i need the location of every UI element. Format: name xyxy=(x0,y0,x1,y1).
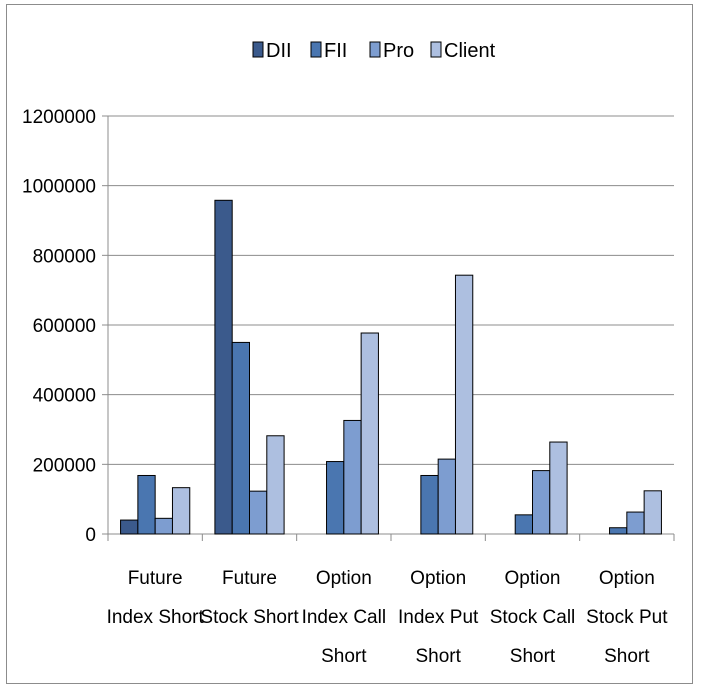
y-tick-label: 200000 xyxy=(33,455,96,476)
category-label: Short xyxy=(415,646,461,667)
y-tick-label: 1200000 xyxy=(22,107,96,128)
bar-fii xyxy=(231,341,250,535)
category-label: Index Short xyxy=(107,607,205,628)
bar-fii xyxy=(137,474,156,535)
legend-swatch-dii xyxy=(252,41,264,58)
bar-pro xyxy=(626,511,645,535)
bar-pro xyxy=(154,517,173,535)
bar-fii xyxy=(326,461,345,535)
category-label: Future xyxy=(128,568,183,589)
bar-client xyxy=(171,487,191,535)
category-label: Stock Short xyxy=(200,607,299,628)
bar-fii xyxy=(609,527,628,535)
bar-client xyxy=(549,441,568,535)
bar-client xyxy=(266,435,285,535)
category-label: Short xyxy=(510,646,556,667)
legend-swatch-pro xyxy=(369,41,381,58)
category-label: Option xyxy=(410,568,466,589)
legend-swatch-fii xyxy=(310,41,322,58)
bar-pro xyxy=(437,458,456,535)
y-tick-label: 800000 xyxy=(33,246,96,267)
legend-label-pro: Pro xyxy=(383,40,414,62)
chart-frame xyxy=(6,4,693,684)
bar-dii xyxy=(120,519,139,535)
category-label: Option xyxy=(505,568,561,589)
bar-fii xyxy=(514,514,534,535)
bar-client xyxy=(360,332,379,535)
category-label: Short xyxy=(321,646,367,667)
y-tick-label: 400000 xyxy=(33,386,96,407)
category-label: Option xyxy=(599,568,655,589)
bar-pro xyxy=(249,490,268,535)
bar-client xyxy=(454,274,474,535)
category-label: Index Put xyxy=(398,607,479,628)
category-label: Stock Call xyxy=(490,607,576,628)
legend-label-dii: DII xyxy=(266,40,292,62)
legend-label-client: Client xyxy=(444,40,496,62)
category-label: Index Call xyxy=(302,607,387,628)
legend-swatch-client xyxy=(430,41,442,58)
category-label: Future xyxy=(222,568,277,589)
category-label: Stock Put xyxy=(586,607,668,628)
legend-label-fii: FII xyxy=(324,40,347,62)
category-label: Option xyxy=(316,568,372,589)
bar-pro xyxy=(343,419,362,535)
y-tick-label: 600000 xyxy=(33,316,96,337)
category-label: Short xyxy=(604,646,650,667)
bar-pro xyxy=(532,470,551,535)
y-tick-label: 0 xyxy=(85,525,96,546)
bar-fii xyxy=(420,474,439,535)
bar-client xyxy=(643,490,662,535)
bar-dii xyxy=(214,199,233,535)
y-tick-label: 1000000 xyxy=(22,177,96,198)
